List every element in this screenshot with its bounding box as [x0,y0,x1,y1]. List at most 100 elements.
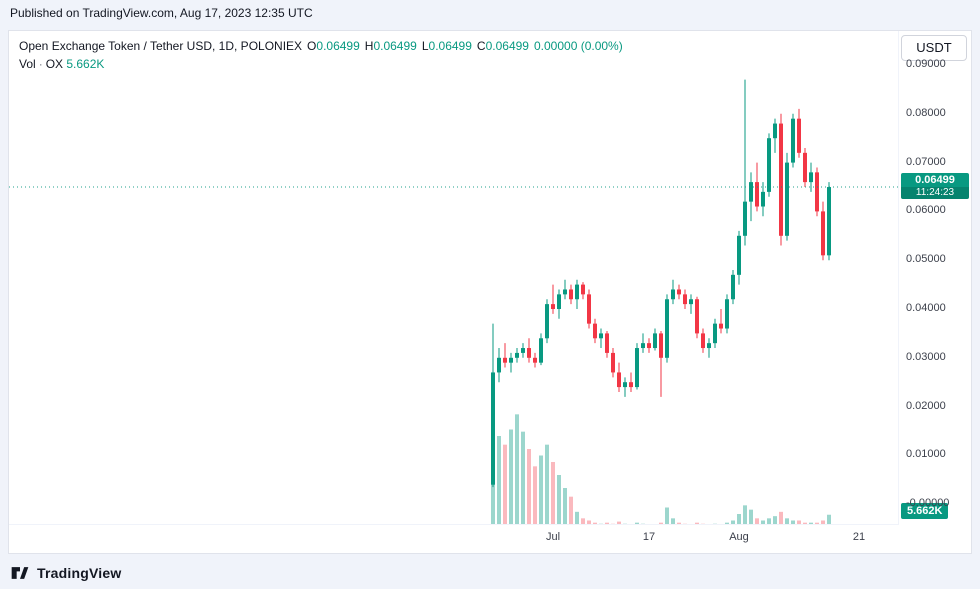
legend-symbol-row: Open Exchange Token / Tether USD, 1D, PO… [19,37,623,55]
candlestick-chart-svg[interactable] [9,31,899,525]
candle-body [605,333,609,353]
volume-bar [587,520,591,525]
volume-bar [743,505,747,525]
candle-body [623,382,627,388]
ohlc-low-label: L [421,39,429,53]
candle-body [761,191,765,207]
candle-body [587,294,591,324]
candle-body [725,299,729,329]
candle-body [767,138,771,192]
candle-body [827,187,831,256]
time-tick-label: 21 [852,531,866,543]
candle-body [707,343,711,349]
candle-body [491,372,495,485]
time-tick-label: Aug [729,531,749,543]
candles-group [491,79,831,488]
candle-body [773,123,777,139]
candle-body [539,338,543,363]
candle-body [647,343,651,349]
volume-bar [773,516,777,525]
candle-body [683,294,687,305]
candle-body [503,357,507,363]
candle-body [719,323,723,329]
candle-body [581,284,585,295]
volume-bar [521,431,525,525]
volume-bar [791,520,795,525]
candle-body [671,289,675,300]
published-bar: Published on TradingView.com, Aug 17, 20… [10,6,313,20]
candle-body [689,299,693,305]
candle-body [533,357,537,363]
price-tick-label: 0.01000 [906,448,946,461]
candle-body [701,333,705,349]
ohlc-high-label: H [364,39,374,53]
volume-bar [581,518,585,525]
price-tick-label: 0.08000 [906,106,946,119]
volume-bar [527,449,531,525]
volume-bar [665,507,669,525]
tradingview-wordmark[interactable]: TradingView [37,565,122,581]
candle-body [653,333,657,349]
volume-bar [827,514,831,525]
time-tick-label: 17 [642,531,656,543]
candle-body [527,348,531,358]
volume-bar [503,444,507,525]
candle-body [659,333,663,358]
volume-bar [695,522,699,525]
ohlc-open-value: 0.06499 [316,39,360,53]
change-value: 0.00000 (0.00%) [533,39,623,53]
candle-body [593,323,597,339]
price-tick-label: 0.09000 [906,58,946,70]
candle-body [785,162,789,236]
candle-body [665,299,669,358]
candle-body [641,343,645,349]
candle-body [599,333,603,339]
price-tick-label: 0.04000 [906,302,946,314]
volume-symbol: OX [45,57,64,71]
price-tick-label: -0.00000 [906,497,950,510]
volume-bar [515,414,519,525]
candle-body [617,372,621,388]
candle-body [677,289,681,295]
candle-body [821,211,825,256]
volume-bar [575,511,579,525]
candle-body [695,299,699,334]
volume-bar [815,522,819,525]
ohlc-close-value: 0.06499 [485,39,529,53]
symbol-title[interactable]: Open Exchange Token / Tether USD, 1D, PO… [19,39,303,53]
volume-bar [731,520,735,525]
volume-bar [497,436,501,525]
candle-body [611,352,615,373]
candle-body [713,323,717,344]
price-axis[interactable]: USDT 0.06499 11:24:23 5.662K 0.09000 0.08… [898,31,971,525]
current-volume-badge: 5.662K [901,503,949,519]
candle-body [815,172,819,212]
volume-bar [671,518,675,525]
separator-dot: · [38,57,43,71]
bar-countdown-label: 11:24:23 [901,187,969,200]
volume-bar [551,462,555,525]
price-tick-label: 0.03000 [906,350,946,363]
candle-body [731,274,735,300]
candle-body [779,123,783,236]
currency-toggle-button[interactable]: USDT [901,35,967,61]
volume-bar [617,521,621,525]
ohlc-high-value: 0.06499 [373,39,417,53]
time-tick-label: Jul [545,531,561,543]
chart-legend: Open Exchange Token / Tether USD, 1D, PO… [19,37,623,73]
chart-plot-area[interactable] [9,31,899,525]
time-axis[interactable]: Jul 17 Aug 21 [9,524,899,553]
volume-bar [803,522,807,525]
price-tick-label: 0.05000 [906,253,946,266]
tradingview-logo-icon[interactable] [10,563,30,583]
candle-body [557,294,561,309]
volume-bar [563,488,567,525]
candle-body [629,382,633,388]
price-tick-label: 0.07000 [906,155,946,168]
candle-body [509,357,513,363]
volume-bar [809,522,813,525]
candle-body [749,182,753,202]
candle-body [737,235,741,275]
volume-value: 5.662K [66,57,105,71]
price-tick-label: 0.06000 [906,204,946,217]
